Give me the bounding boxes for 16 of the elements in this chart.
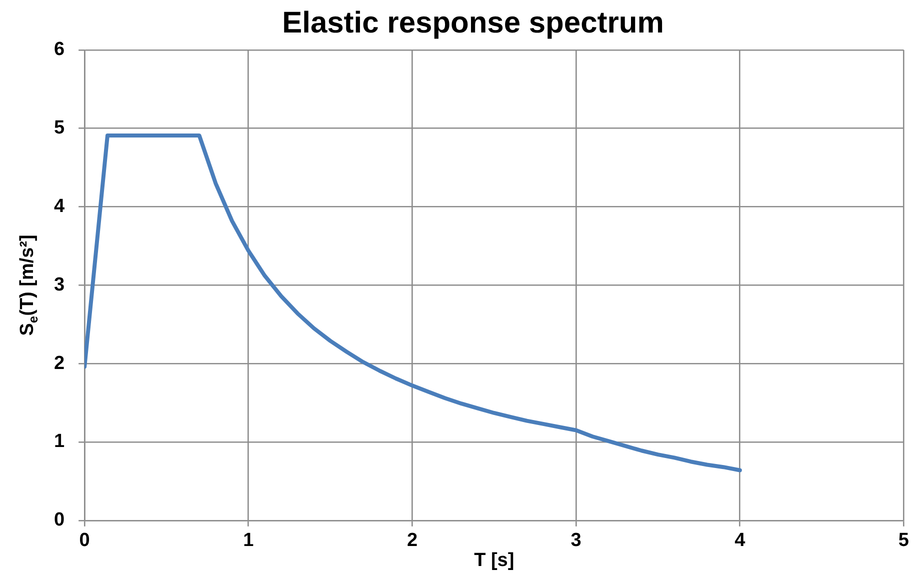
y-tick-label: 6 <box>54 39 65 60</box>
x-tick-label: 0 <box>79 530 90 552</box>
x-tick-label: 5 <box>898 530 910 552</box>
chart-title: Elastic response spectrum <box>282 6 664 40</box>
y-tick-label: 3 <box>54 274 65 296</box>
x-tick-label: 2 <box>406 530 418 552</box>
x-axis-title: T [s] <box>474 550 514 571</box>
y-tick-label: 0 <box>54 510 65 531</box>
y-tick-label: 1 <box>54 431 65 452</box>
y-tick-label: 5 <box>54 118 65 139</box>
y-tick-label: 2 <box>54 352 65 374</box>
y-tick-label: 4 <box>54 196 65 218</box>
x-tick-label: 3 <box>570 530 582 552</box>
y-axis-title: Se(T) [m/s²] <box>17 234 40 336</box>
x-tick-label: 4 <box>734 530 746 552</box>
x-tick-label: 1 <box>243 530 254 552</box>
